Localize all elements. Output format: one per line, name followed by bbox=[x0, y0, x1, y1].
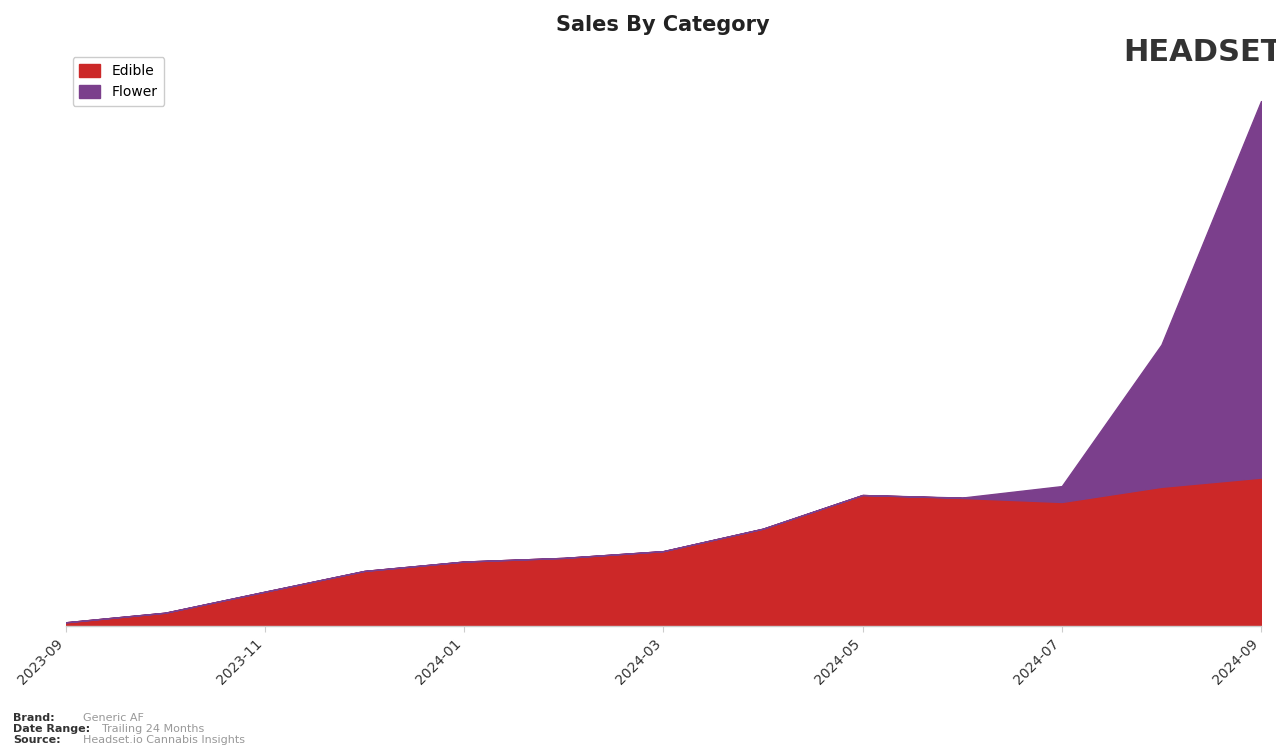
Text: Brand:: Brand: bbox=[13, 713, 55, 723]
Text: Source:: Source: bbox=[13, 735, 60, 746]
Title: Sales By Category: Sales By Category bbox=[556, 15, 771, 35]
Text: Date Range:: Date Range: bbox=[13, 724, 89, 734]
Text: HEADSET: HEADSET bbox=[1123, 38, 1276, 66]
Text: Headset.io Cannabis Insights: Headset.io Cannabis Insights bbox=[83, 735, 245, 746]
Legend: Edible, Flower: Edible, Flower bbox=[73, 58, 165, 106]
Text: Trailing 24 Months: Trailing 24 Months bbox=[102, 724, 204, 734]
Text: Generic AF: Generic AF bbox=[83, 713, 144, 723]
